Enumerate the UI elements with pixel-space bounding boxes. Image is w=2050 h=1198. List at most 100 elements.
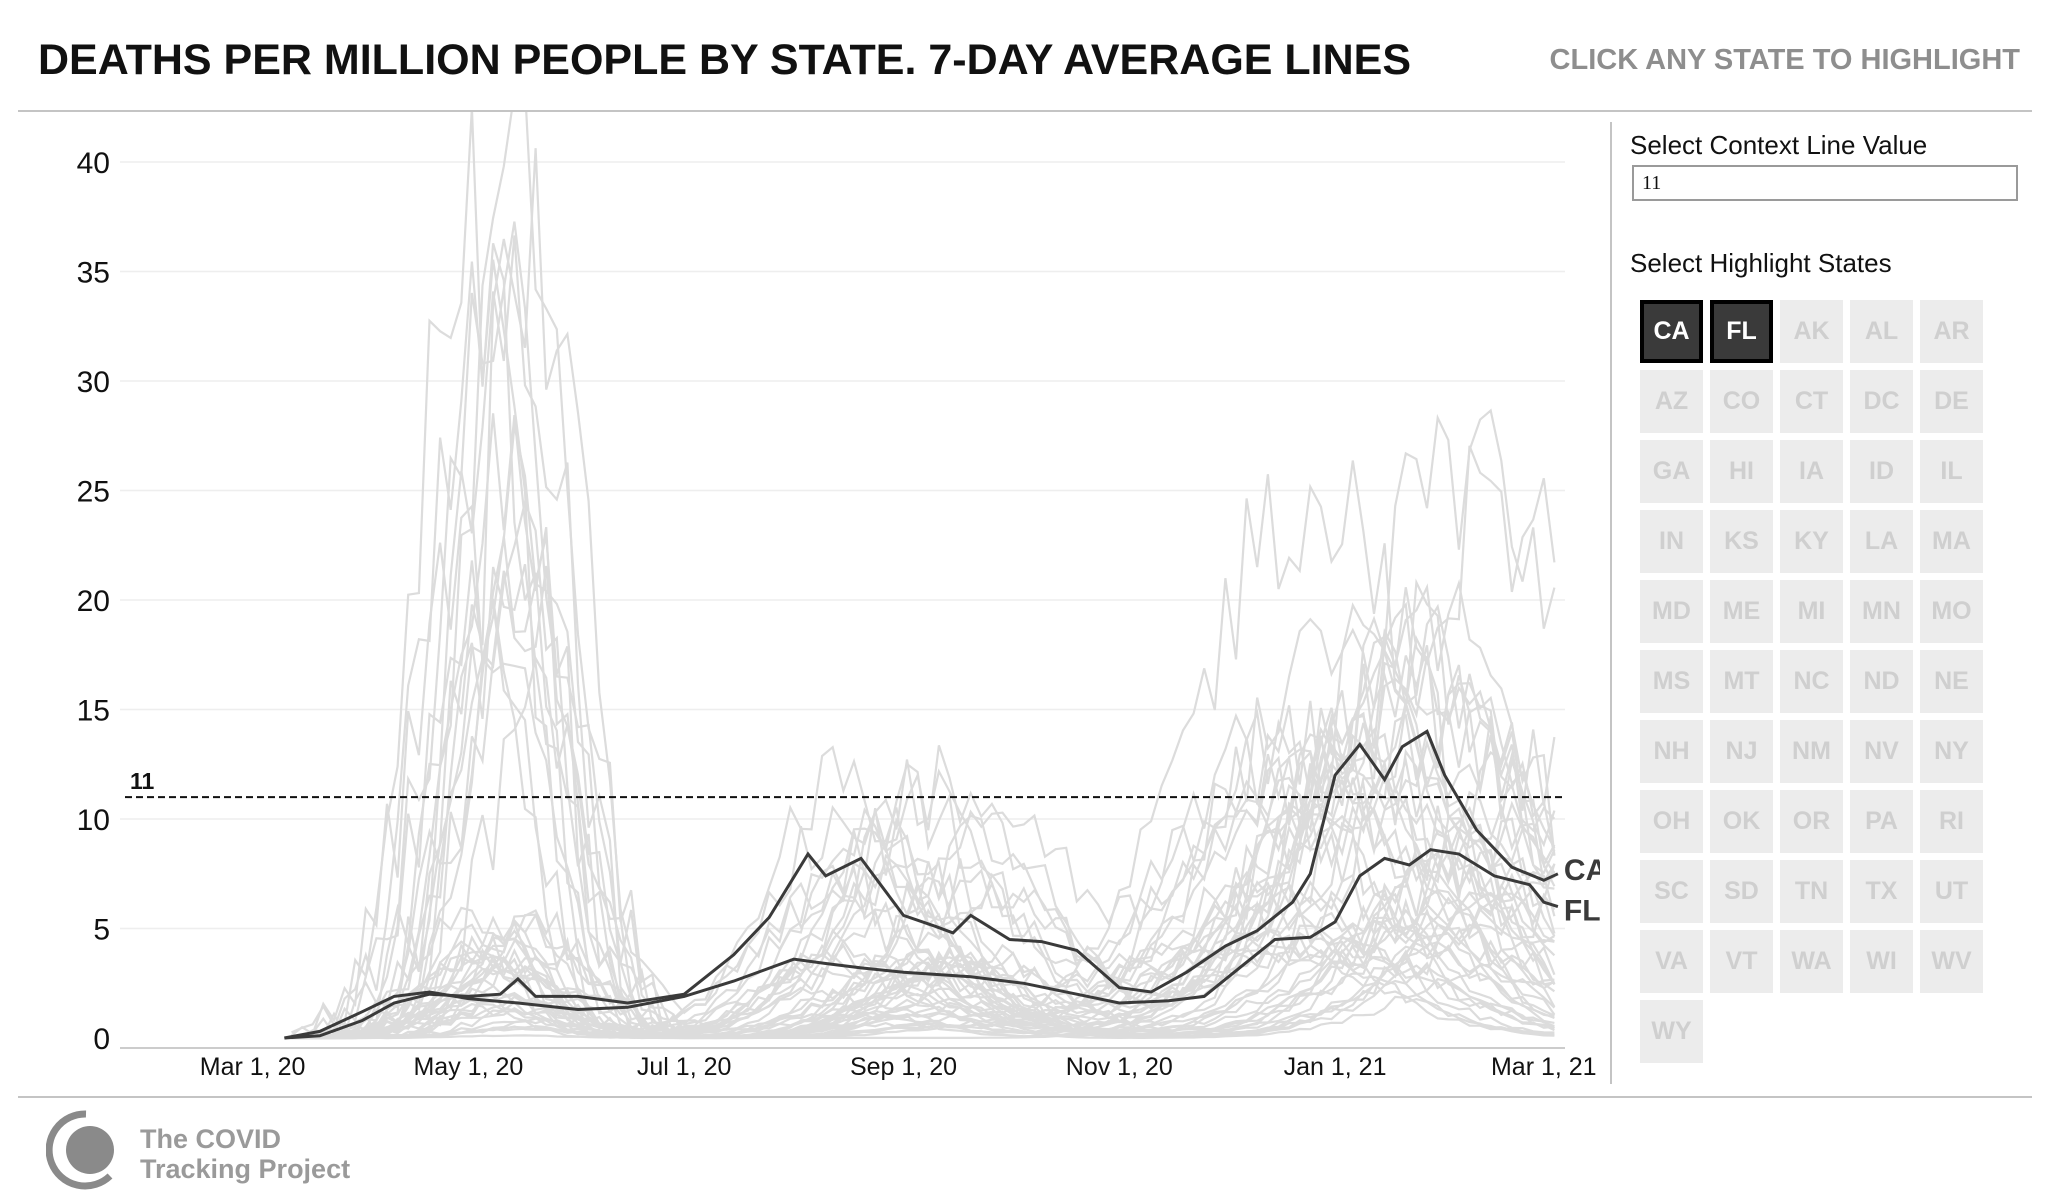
state-button-ia[interactable]: IA: [1780, 440, 1843, 503]
context-line-label: Select Context Line Value: [1630, 130, 1928, 160]
state-button-nv[interactable]: NV: [1850, 720, 1913, 783]
context-state-line: [291, 800, 1556, 1040]
state-button-sc[interactable]: SC: [1640, 860, 1703, 923]
reference-line-label: 11: [130, 768, 155, 794]
x-tick-label: Nov 1, 20: [1066, 1053, 1173, 1081]
series-label-ca: CA: [1564, 854, 1600, 887]
state-button-ok[interactable]: OK: [1710, 790, 1773, 853]
context-state-line: [291, 112, 1556, 1040]
state-button-de[interactable]: DE: [1920, 370, 1983, 433]
x-tick-label: Mar 1, 21: [1491, 1053, 1597, 1081]
state-button-me[interactable]: ME: [1710, 580, 1773, 643]
state-button-ri[interactable]: RI: [1920, 790, 1983, 853]
controls-panel: Select Context Line Value Select Highlig…: [1630, 130, 2030, 1063]
state-button-mt[interactable]: MT: [1710, 650, 1773, 713]
state-button-tn[interactable]: TN: [1780, 860, 1843, 923]
highlight-instruction: CLICK ANY STATE TO HIGHLIGHT: [1549, 44, 2020, 76]
state-button-wa[interactable]: WA: [1780, 930, 1843, 993]
y-tick-label: 5: [93, 914, 110, 947]
state-button-sd[interactable]: SD: [1710, 860, 1773, 923]
context-value-input[interactable]: [1632, 165, 2018, 201]
state-button-ny[interactable]: NY: [1920, 720, 1983, 783]
state-button-ne[interactable]: NE: [1920, 650, 1983, 713]
state-button-hi[interactable]: HI: [1710, 440, 1773, 503]
y-tick-label: 10: [77, 804, 110, 837]
state-button-ct[interactable]: CT: [1780, 370, 1843, 433]
state-button-il[interactable]: IL: [1920, 440, 1983, 503]
series-line-fl[interactable]: [284, 848, 1559, 1040]
series-label-fl: FL: [1564, 895, 1600, 928]
state-button-ar[interactable]: AR: [1920, 300, 1983, 363]
state-button-al[interactable]: AL: [1850, 300, 1913, 363]
state-button-mo[interactable]: MO: [1920, 580, 1983, 643]
context-state-line: [291, 259, 1556, 1039]
highlight-lines: CA FL: [284, 729, 1600, 1040]
state-button-ma[interactable]: MA: [1920, 510, 1983, 573]
context-state-line: [291, 413, 1556, 1040]
state-button-vt[interactable]: VT: [1710, 930, 1773, 993]
y-tick-label: 0: [93, 1023, 110, 1056]
logo-mark-icon: [45, 1110, 114, 1190]
context-state-line: [291, 578, 1556, 1040]
context-state-line: [291, 808, 1556, 1040]
state-button-dc[interactable]: DC: [1850, 370, 1913, 433]
state-button-wi[interactable]: WI: [1850, 930, 1913, 993]
y-tick-label: 35: [77, 257, 110, 290]
state-button-md[interactable]: MD: [1640, 580, 1703, 643]
state-button-or[interactable]: OR: [1780, 790, 1843, 853]
y-tick-label: 15: [77, 695, 110, 728]
state-button-nd[interactable]: ND: [1850, 650, 1913, 713]
context-state-line: [290, 503, 1555, 1040]
y-tick-label: 20: [77, 585, 110, 618]
reference-line-group: 11: [125, 768, 1565, 799]
context-state-line: [291, 445, 1556, 1040]
state-button-az[interactable]: AZ: [1640, 370, 1703, 433]
context-state-line: [291, 112, 1556, 1036]
state-button-ga[interactable]: GA: [1640, 440, 1703, 503]
state-button-wy[interactable]: WY: [1640, 1000, 1703, 1063]
state-button-ut[interactable]: UT: [1920, 860, 1983, 923]
footer-divider: [18, 1096, 2032, 1098]
state-button-nj[interactable]: NJ: [1710, 720, 1773, 783]
context-lines: [290, 112, 1556, 1040]
context-state-line: [291, 602, 1556, 1040]
series-line-ca[interactable]: [284, 729, 1559, 1040]
state-button-in[interactable]: IN: [1640, 510, 1703, 573]
state-button-id[interactable]: ID: [1850, 440, 1913, 503]
state-button-va[interactable]: VA: [1640, 930, 1703, 993]
context-state-line: [291, 656, 1555, 1040]
state-button-ca[interactable]: CA: [1640, 300, 1703, 363]
state-button-nm[interactable]: NM: [1780, 720, 1843, 783]
state-button-wv[interactable]: WV: [1920, 930, 1983, 993]
state-button-ky[interactable]: KY: [1780, 510, 1843, 573]
state-button-ms[interactable]: MS: [1640, 650, 1703, 713]
context-state-line: [291, 655, 1555, 1040]
context-state-line: [291, 734, 1556, 1040]
y-tick-label: 25: [77, 476, 110, 509]
state-button-pa[interactable]: PA: [1850, 790, 1913, 853]
x-tick-label: May 1, 20: [413, 1053, 523, 1081]
state-button-fl[interactable]: FL: [1710, 300, 1773, 363]
state-button-nh[interactable]: NH: [1640, 720, 1703, 783]
x-tick-label: Jan 1, 21: [1284, 1053, 1387, 1081]
covid-tracking-logo: The COVID Tracking Project: [45, 1110, 386, 1190]
state-button-ak[interactable]: AK: [1780, 300, 1843, 363]
context-state-line: [291, 221, 1556, 1039]
state-button-nc[interactable]: NC: [1780, 650, 1843, 713]
chart-title: DEATHS PER MILLION PEOPLE BY STATE. 7-DA…: [38, 36, 1412, 84]
state-button-co[interactable]: CO: [1710, 370, 1773, 433]
highlight-states-label: Select Highlight States: [1630, 248, 1892, 278]
context-state-line: [291, 563, 1555, 1040]
x-tick-label: Mar 1, 20: [200, 1053, 306, 1081]
state-button-la[interactable]: LA: [1850, 510, 1913, 573]
state-button-mi[interactable]: MI: [1780, 580, 1843, 643]
context-state-line: [291, 858, 1555, 1040]
y-tick-label: 40: [77, 147, 110, 180]
header-divider: [18, 110, 2032, 112]
axes: 0 5 10 15 20 25 30 35 40 Mar 1, 20 May 1, 20 Jul 1,…: [77, 147, 1597, 1081]
state-button-mn[interactable]: MN: [1850, 580, 1913, 643]
x-tick-label: Jul 1, 20: [637, 1053, 732, 1081]
state-button-oh[interactable]: OH: [1640, 790, 1703, 853]
state-button-ks[interactable]: KS: [1710, 510, 1773, 573]
state-button-tx[interactable]: TX: [1850, 860, 1913, 923]
